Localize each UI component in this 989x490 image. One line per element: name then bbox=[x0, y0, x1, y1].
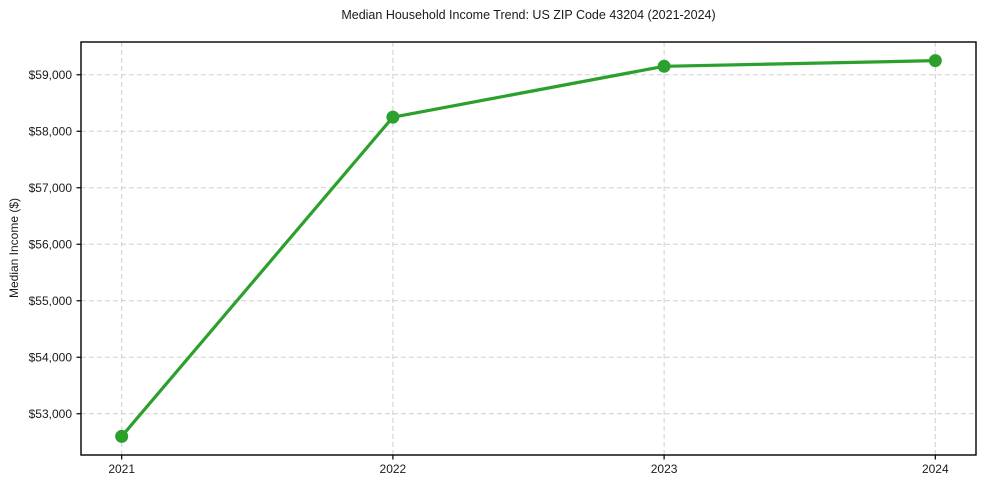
plot-border bbox=[80, 41, 977, 456]
y-tick-label: $56,000 bbox=[29, 237, 73, 251]
x-tick-label: 2021 bbox=[108, 462, 135, 476]
y-tick-label: $57,000 bbox=[29, 181, 73, 195]
y-tick-label: $59,000 bbox=[29, 68, 73, 82]
data-point-2022 bbox=[386, 110, 400, 124]
x-tick-label: 2024 bbox=[922, 462, 949, 476]
x-tick-label: 2022 bbox=[380, 462, 407, 476]
x-tick-label: 2023 bbox=[651, 462, 678, 476]
trend-line bbox=[120, 59, 937, 438]
y-tick-label: $58,000 bbox=[29, 124, 73, 138]
y-tick-label: $54,000 bbox=[29, 350, 73, 364]
data-point-2021 bbox=[115, 429, 129, 443]
data-point-2023 bbox=[657, 59, 671, 73]
data-point-2024 bbox=[928, 54, 942, 68]
y-tick-label: $55,000 bbox=[29, 294, 73, 308]
chart-title: Median Household Income Trend: US ZIP Co… bbox=[341, 8, 716, 22]
y-tick-label: $53,000 bbox=[29, 407, 73, 421]
